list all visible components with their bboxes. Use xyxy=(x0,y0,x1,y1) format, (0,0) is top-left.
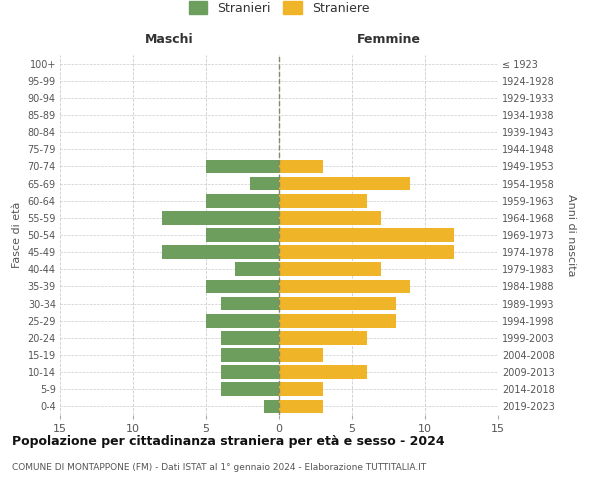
Bar xyxy=(279,400,323,413)
Bar xyxy=(250,176,279,190)
Bar xyxy=(279,228,454,242)
Y-axis label: Anni di nascita: Anni di nascita xyxy=(566,194,576,276)
Text: COMUNE DI MONTAPPONE (FM) - Dati ISTAT al 1° gennaio 2024 - Elaborazione TUTTITA: COMUNE DI MONTAPPONE (FM) - Dati ISTAT a… xyxy=(12,462,426,471)
Bar xyxy=(279,366,367,379)
Bar xyxy=(162,246,279,259)
Bar xyxy=(279,280,410,293)
Bar xyxy=(279,160,323,173)
Bar xyxy=(279,211,381,224)
Bar xyxy=(279,296,396,310)
Bar xyxy=(279,194,367,207)
Bar xyxy=(279,331,367,344)
Bar xyxy=(235,262,279,276)
Bar xyxy=(279,176,410,190)
Text: Maschi: Maschi xyxy=(145,34,194,46)
Bar xyxy=(221,296,279,310)
Bar xyxy=(206,160,279,173)
Bar xyxy=(279,262,381,276)
Bar xyxy=(279,246,454,259)
Y-axis label: Fasce di età: Fasce di età xyxy=(12,202,22,268)
Bar xyxy=(206,228,279,242)
Bar xyxy=(279,348,323,362)
Bar xyxy=(221,348,279,362)
Bar xyxy=(206,280,279,293)
Bar xyxy=(265,400,279,413)
Bar xyxy=(279,314,396,328)
Text: Popolazione per cittadinanza straniera per età e sesso - 2024: Popolazione per cittadinanza straniera p… xyxy=(12,435,445,448)
Legend: Stranieri, Straniere: Stranieri, Straniere xyxy=(184,0,374,20)
Bar xyxy=(221,331,279,344)
Bar xyxy=(221,382,279,396)
Bar xyxy=(221,366,279,379)
Bar xyxy=(279,382,323,396)
Bar xyxy=(162,211,279,224)
Bar xyxy=(206,194,279,207)
Bar xyxy=(206,314,279,328)
Text: Femmine: Femmine xyxy=(356,34,421,46)
